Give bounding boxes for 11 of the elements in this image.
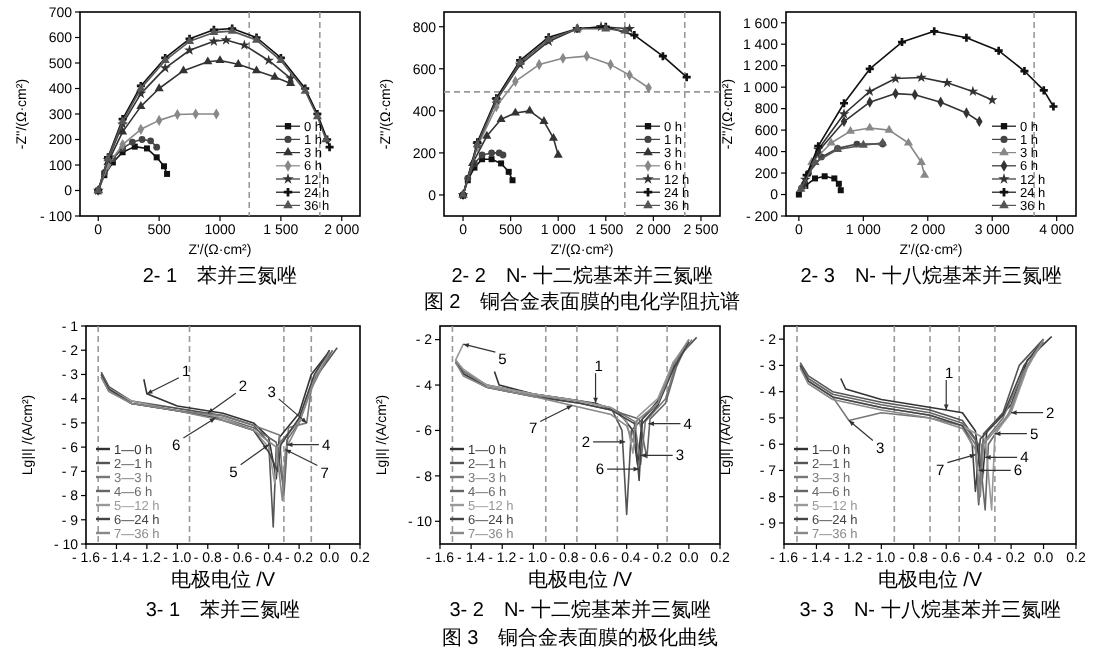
text: 2- 1 苯并三氮唑 [142, 264, 298, 288]
caption: 图 3 铜合金表面膜的极化曲线 [441, 626, 719, 650]
text: 3- 2 N- 十二烷基苯并三氮唑 [449, 598, 711, 622]
text: 3- 3 N- 十八烷基苯并三氮唑 [799, 598, 1061, 622]
x-axis-title: 电极电位 /V [170, 568, 276, 592]
caption: 图 2 铜合金表面膜的电化学阻抗谱 [423, 290, 741, 314]
x-axis-title: 电极电位 /V [527, 568, 633, 592]
text: 3- 1 苯并三氮唑 [145, 598, 301, 622]
text: 2- 2 N- 十二烷基苯并三氮唑 [451, 264, 713, 288]
x-axis-title: 电极电位 /V [877, 568, 983, 592]
text: 2- 3 N- 十八烷基苯并三氮唑 [800, 264, 1062, 288]
